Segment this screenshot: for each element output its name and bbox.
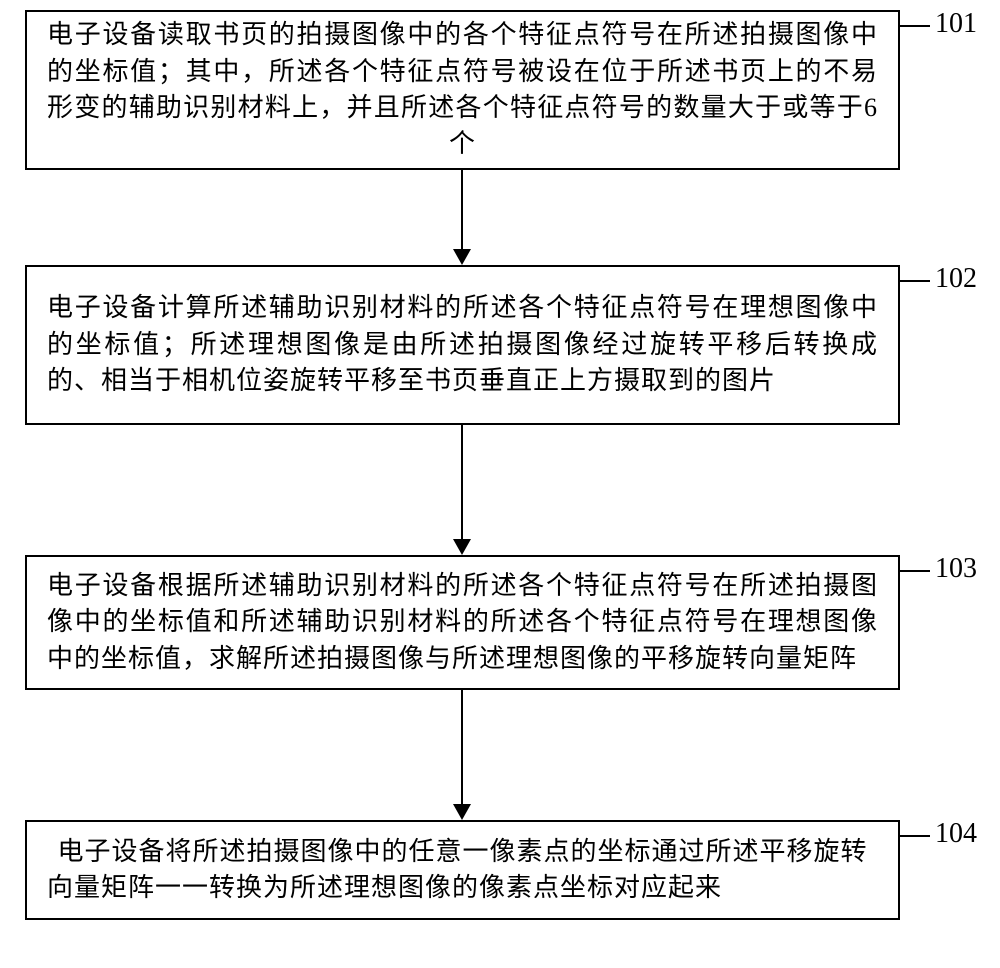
- arrow-head-icon: [453, 539, 471, 555]
- arrow-head-icon: [453, 249, 471, 265]
- arrow-head-icon: [453, 804, 471, 820]
- step-label-104: 104: [935, 818, 977, 850]
- flowchart-step-101: 电子设备读取书页的拍摄图像中的各个特征点符号在所述拍摄图像中的坐标值；其中，所述…: [25, 10, 900, 170]
- flowchart-step-102: 电子设备计算所述辅助识别材料的所述各个特征点符号在理想图像中的坐标值；所述理想图…: [25, 265, 900, 425]
- flowchart-step-104: 电子设备将所述拍摄图像中的任意一像素点的坐标通过所述平移旋转向量矩阵一一转换为所…: [25, 820, 900, 920]
- step-text: 电子设备根据所述辅助识别材料的所述各个特征点符号在所述拍摄图像中的坐标值和所述辅…: [47, 568, 878, 677]
- label-connector: [900, 25, 930, 27]
- step-text: 电子设备读取书页的拍摄图像中的各个特征点符号在所述拍摄图像中的坐标值；其中，所述…: [47, 17, 878, 163]
- label-connector: [900, 570, 930, 572]
- arrow-line: [461, 690, 463, 805]
- arrow-line: [461, 170, 463, 250]
- step-label-101: 101: [935, 8, 977, 40]
- label-connector: [900, 280, 930, 282]
- step-label-102: 102: [935, 263, 977, 295]
- label-connector: [900, 835, 930, 837]
- step-text: 电子设备计算所述辅助识别材料的所述各个特征点符号在理想图像中的坐标值；所述理想图…: [47, 290, 878, 399]
- flowchart-step-103: 电子设备根据所述辅助识别材料的所述各个特征点符号在所述拍摄图像中的坐标值和所述辅…: [25, 555, 900, 690]
- step-label-103: 103: [935, 553, 977, 585]
- step-text: 电子设备将所述拍摄图像中的任意一像素点的坐标通过所述平移旋转向量矩阵一一转换为所…: [47, 834, 878, 907]
- flowchart-container: 电子设备读取书页的拍摄图像中的各个特征点符号在所述拍摄图像中的坐标值；其中，所述…: [0, 0, 1000, 968]
- arrow-line: [461, 425, 463, 540]
